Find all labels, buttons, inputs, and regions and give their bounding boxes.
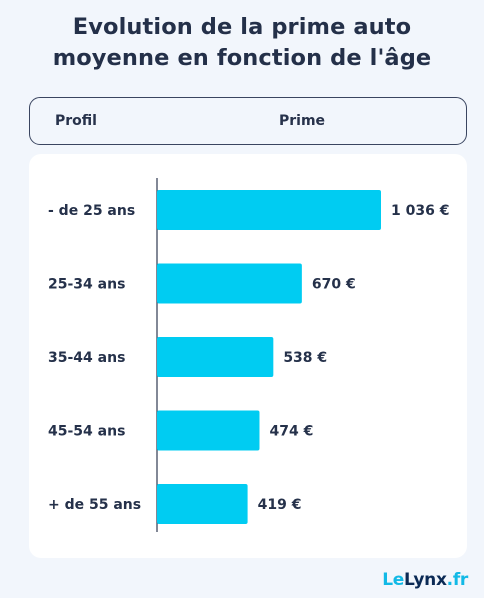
bar [157,190,381,230]
header-premium: Prime [279,113,326,129]
table-header: Profil Prime [29,97,467,145]
value-label: 474 € [269,424,313,440]
bar [157,337,274,377]
category-label: + de 55 ans [48,497,141,513]
header-profile: Profil [55,113,97,129]
bar [157,263,302,304]
logo-part-1: Le [382,570,405,590]
value-label: 538 € [283,350,327,366]
bar [157,410,260,451]
logo-part-2: Lynx [404,570,447,590]
category-label: 45-54 ans [48,424,125,440]
category-label: 25-34 ans [48,277,125,293]
value-label: 419 € [258,497,302,513]
chart-title-line-2: moyenne en fonction de l'âge [52,45,432,71]
chart-card: - de 25 ans 1 036 € 25-34 ans 670 € 35-44 an… [29,154,467,558]
bar-chart: - de 25 ans 1 036 € 25-34 ans 670 € 35-44 an… [48,178,449,532]
category-label: 35-44 ans [48,350,125,366]
value-label: 670 € [312,277,356,293]
chart-title: Evolution de la prime auto moyenne en fo… [0,12,484,74]
category-label: - de 25 ans [48,203,135,219]
chart-title-line-1: Evolution de la prime auto [72,14,412,40]
bar [157,484,248,524]
logo-part-3: .fr [446,570,469,590]
value-label: 1 036 € [391,203,449,219]
lelynx-logo[interactable]: LeLynx.fr [382,570,468,590]
